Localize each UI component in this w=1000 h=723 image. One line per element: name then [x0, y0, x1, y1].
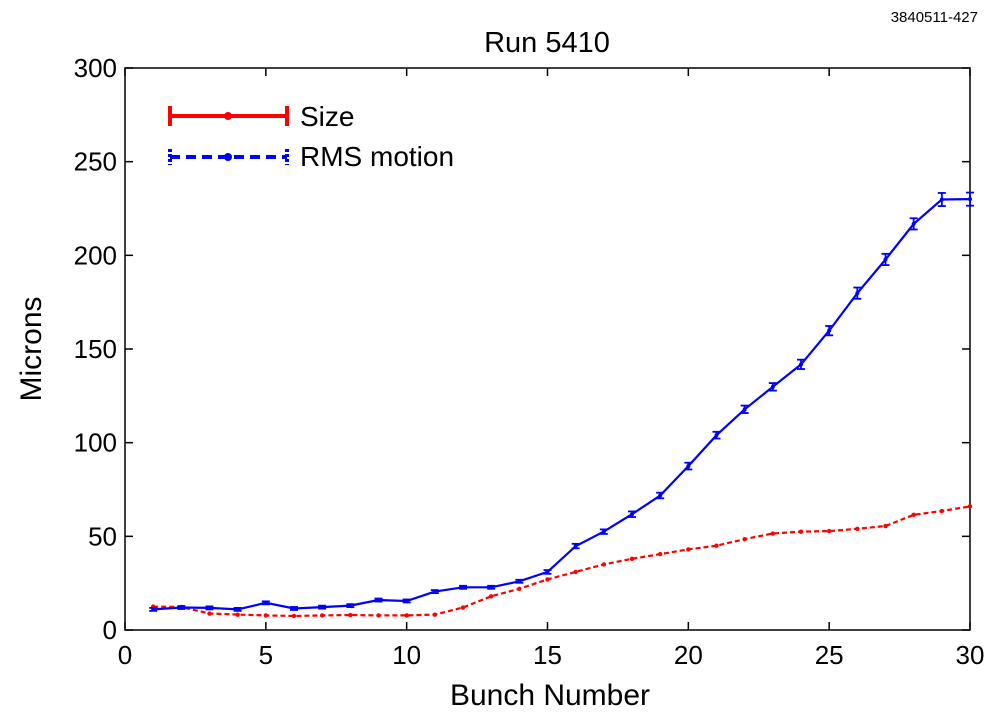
data-point-size — [657, 551, 663, 557]
data-point-rms — [263, 600, 268, 605]
data-point-rms — [601, 529, 606, 534]
data-point-size — [629, 556, 635, 562]
legend: Size RMS motion — [168, 101, 454, 172]
data-point-rms — [432, 589, 437, 594]
figure-id: 3840511-427 — [891, 9, 978, 26]
x-tick-label: 20 — [674, 640, 703, 670]
data-point-rms — [939, 197, 944, 202]
data-point-size — [573, 569, 578, 575]
x-axis-label: Bunch Number — [450, 679, 650, 712]
data-point-size — [686, 547, 691, 552]
data-point-rms — [714, 433, 719, 438]
data-point-size — [376, 613, 381, 618]
data-point-rms — [686, 464, 691, 469]
data-point-size — [742, 536, 747, 542]
data-point-rms — [404, 598, 409, 603]
data-point-size — [319, 613, 325, 618]
x-tick-label: 0 — [118, 640, 132, 670]
data-point-rms — [545, 569, 550, 574]
data-point-size — [770, 531, 776, 536]
x-tick-label: 5 — [259, 640, 273, 670]
data-point-size — [883, 523, 888, 529]
data-point-rms — [827, 328, 832, 333]
y-tick-label: 250 — [74, 147, 117, 177]
y-tick-label: 100 — [74, 428, 117, 458]
data-point-size — [291, 613, 297, 619]
y-tick-label: 300 — [74, 53, 117, 83]
data-point-rms — [799, 362, 803, 367]
data-point-rms — [573, 544, 578, 549]
data-point-size — [404, 613, 409, 618]
legend-label-size: Size — [300, 101, 354, 132]
data-point-size — [855, 526, 860, 532]
legend-marker-size — [224, 112, 232, 120]
y-tick-label: 150 — [74, 334, 117, 364]
data-point-rms — [320, 605, 325, 610]
data-point-rms — [883, 257, 888, 262]
x-tick-label: 30 — [956, 640, 985, 670]
data-point-rms — [630, 512, 634, 517]
legend-item-rms-motion: RMS motion — [168, 141, 454, 172]
data-point-size — [714, 543, 719, 548]
y-axis-label: Microns — [15, 296, 48, 401]
data-point-rms — [770, 384, 775, 389]
data-point-size — [432, 612, 438, 617]
series-line-rms — [153, 198, 971, 611]
data-point-rms — [235, 607, 240, 612]
data-point-rms — [179, 605, 184, 610]
y-tick-label: 200 — [74, 240, 117, 270]
data-point-size — [798, 529, 804, 534]
data-point-rms — [855, 291, 860, 296]
data-point-rms — [489, 585, 494, 590]
x-tick-label: 25 — [815, 640, 844, 670]
data-point-size — [348, 612, 353, 618]
legend-marker-rms — [224, 153, 232, 161]
y-tick-label: 50 — [88, 521, 117, 551]
data-point-size — [601, 562, 607, 567]
series-line-size — [153, 505, 971, 618]
data-point-rms — [517, 579, 522, 584]
data-point-rms — [292, 606, 296, 611]
chart-title: Run 5410 — [484, 27, 610, 59]
x-tick-label: 15 — [533, 640, 562, 670]
data-point-rms — [348, 603, 353, 608]
data-point-size — [939, 508, 945, 514]
data-point-size — [517, 586, 522, 591]
series-layer — [149, 191, 974, 619]
data-point-size — [967, 504, 973, 509]
data-point-size — [460, 605, 466, 610]
data-point-size — [545, 577, 550, 582]
data-point-size — [263, 613, 269, 618]
data-point-rms — [911, 221, 916, 226]
data-point-size — [911, 512, 916, 517]
data-point-rms — [461, 585, 465, 590]
x-tick-label: 10 — [392, 640, 421, 670]
data-point-rms — [207, 605, 212, 610]
data-point-size — [488, 594, 494, 599]
data-point-rms — [658, 493, 663, 498]
data-point-rms — [742, 407, 747, 412]
data-point-size — [235, 612, 240, 617]
data-point-size — [826, 528, 832, 534]
legend-item-size: Size — [168, 101, 354, 132]
data-point-rms — [376, 598, 381, 603]
plot-frame — [124, 67, 971, 631]
data-point-rms — [968, 197, 972, 202]
legend-label-rms: RMS motion — [300, 141, 454, 172]
data-point-size — [207, 611, 212, 616]
data-point-rms — [151, 607, 156, 612]
y-tick-label: 0 — [103, 615, 117, 645]
